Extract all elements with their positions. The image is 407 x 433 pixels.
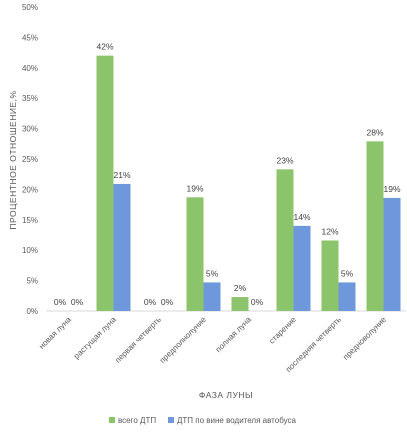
bar-bus-driver [293, 225, 311, 311]
data-label: 14% [293, 212, 310, 222]
x-tick-label: первая четверть [113, 315, 163, 365]
bar-total [321, 240, 339, 311]
legend-swatch [168, 417, 174, 423]
data-label: 0% [54, 297, 67, 307]
legend: всего ДТП ДТП по вине водителя автобуса [109, 416, 297, 425]
x-axis-title: ФАЗА ЛУНЫ [199, 390, 253, 400]
bar-total [231, 297, 249, 311]
y-tick-label: 30% [22, 125, 38, 134]
bar-bus-driver [383, 197, 401, 311]
bar-bus-driver [338, 282, 356, 311]
y-tick-label: 25% [22, 155, 38, 164]
data-label: 5% [341, 268, 354, 278]
data-label: 23% [276, 155, 293, 165]
data-label: 0% [251, 297, 264, 307]
data-label: 19% [186, 183, 203, 193]
y-tick-label: 20% [22, 185, 38, 194]
data-label: 28% [366, 127, 383, 137]
x-tick-label: предполнолуние [158, 315, 208, 365]
bar-bus-driver [203, 282, 221, 311]
legend-swatch [109, 417, 115, 423]
legend-label: ДТП по вине водителя автобуса [177, 416, 297, 425]
y-tick-label: 10% [22, 246, 38, 255]
data-label: 0% [71, 297, 84, 307]
bar-total [96, 55, 114, 311]
data-label: 5% [206, 268, 219, 278]
bar-bus-driver [113, 183, 131, 311]
y-tick-label: 40% [22, 64, 38, 73]
y-axis-ticks: 0% 5% 10% 15% 20% 25% 30% 35% 40% 45% 50% [22, 3, 38, 316]
y-axis-title: ПРОЦЕНТНОЕ ОТНОШЕНИЕ,% [8, 90, 18, 229]
y-tick-label: 35% [22, 94, 38, 103]
bar-total [276, 169, 294, 311]
y-tick-label: 15% [22, 216, 38, 225]
data-label: 21% [113, 170, 130, 180]
x-tick-label: растущая луна [72, 315, 118, 361]
y-tick-label: 0% [26, 307, 38, 316]
x-tick-label: полная луна [214, 315, 253, 354]
bar-total [186, 197, 204, 311]
x-tick-label: старение [267, 315, 298, 346]
data-label: 0% [161, 297, 174, 307]
data-label: 2% [234, 283, 247, 293]
x-tick-label: новая луна [37, 315, 73, 351]
y-tick-label: 50% [22, 3, 38, 12]
x-tick-label: предноволуние [341, 315, 388, 362]
bars [96, 55, 401, 311]
data-label: 0% [144, 297, 157, 307]
y-tick-label: 5% [26, 277, 38, 286]
y-tick-label: 45% [22, 33, 38, 42]
legend-label: всего ДТП [118, 416, 156, 425]
bar-total [366, 141, 384, 311]
data-label: 42% [96, 42, 113, 52]
data-label: 19% [383, 184, 400, 194]
data-labels: 0% 42% 0% 19% 2% 23% 12% 28% 0% 21% 0% 5% 0% 14% 5% 19% [54, 42, 401, 307]
data-label: 12% [321, 226, 338, 236]
